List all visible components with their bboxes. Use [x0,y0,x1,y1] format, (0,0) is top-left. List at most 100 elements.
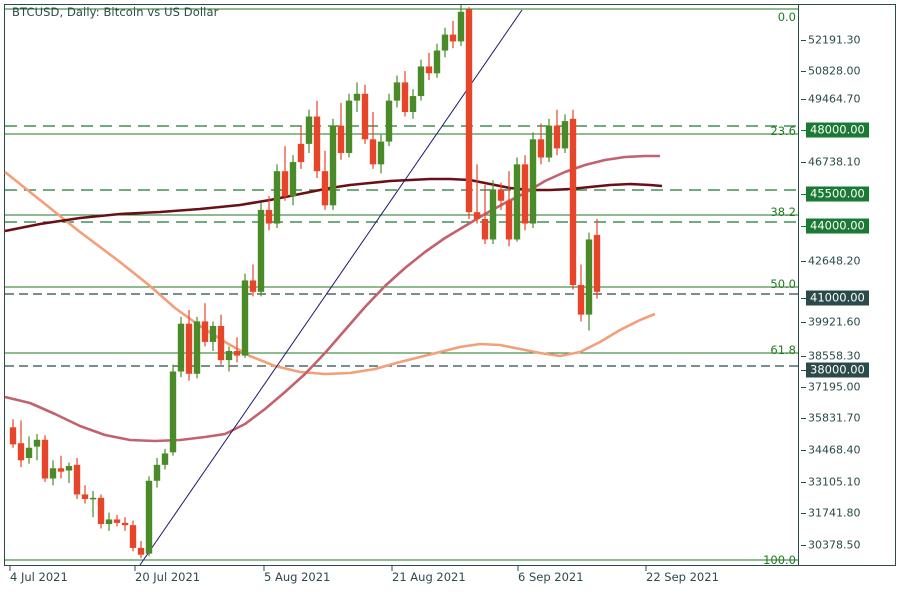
date-tick-label: 22 Sep 2021 [646,570,719,584]
candle-body [401,82,409,112]
candle-body [385,100,393,142]
price-tick-label: 30378.50 [808,538,861,552]
fib-level-label-38-2: 38.2 [770,205,796,219]
candle-body [441,34,449,51]
price-level-badge[interactable]: 44000.00 [806,218,869,234]
axis-tick-dash [801,356,806,357]
candle-body [265,209,273,224]
price-level-badge[interactable]: 41000.00 [806,290,869,306]
candle-body [121,522,129,526]
candle-body [369,139,377,165]
candle-body [193,321,201,374]
candle-body [129,525,137,548]
candle-body [353,93,361,101]
candle-body [433,50,441,74]
candle-body [217,325,225,361]
axis-level-dash [801,194,806,195]
candle-body [201,321,209,342]
axis-tick-dash [801,450,806,451]
candle-body [33,439,41,447]
axis-tick-dash [801,387,806,388]
candle-body [465,9,473,213]
moving-average-mid-line [4,154,660,443]
candle-body [457,11,465,42]
candle-body [313,116,321,172]
candle-body [481,218,489,240]
date-tick-label: 4 Jul 2021 [10,570,68,584]
candle-body [425,66,433,74]
candle-body [41,439,49,479]
trendline[interactable] [139,9,523,566]
candle-body [161,453,169,465]
price-tick-label: 46738.10 [808,155,861,169]
candle-body [297,143,305,163]
date-tick-label: 5 Aug 2021 [264,570,331,584]
candle-body [81,494,89,499]
candle-body [249,280,257,292]
candle-body [9,427,17,445]
price-tick-label: 42648.20 [808,254,861,268]
candle-body [593,234,601,292]
candle-body [449,34,457,42]
candle-body [145,480,153,554]
candle-body [337,125,345,153]
chart-title: BTCUSD, Daily: Bitcoin vs US Dollar [12,5,219,19]
candle-body [153,464,161,481]
candle-body [113,519,121,523]
axis-tick-dash [801,40,806,41]
price-tick-label: 31741.80 [808,506,861,520]
fib-level-label-23-6: 23.6 [770,124,796,138]
candle-body [281,171,289,197]
price-tick-label: 49464.70 [808,92,861,106]
price-tick-label: 34468.40 [808,443,861,457]
chart-plot-area[interactable] [4,4,799,566]
candle-body [569,118,577,285]
candle-body [257,209,265,292]
candle-body [185,323,193,374]
candle-body [561,121,569,149]
candle-body [513,164,521,240]
price-level-badge[interactable]: 38000.00 [806,362,869,378]
candle-body [17,443,25,461]
candle-body [225,351,233,361]
candle-body [521,164,529,224]
axis-level-dash [801,130,806,131]
price-level-badge[interactable]: 45500.00 [806,186,869,202]
moving-average-fast-line [4,170,656,376]
price-tick-label: 35831.70 [808,411,861,425]
candle-body [393,82,401,101]
fib-level-label-61-8: 61.8 [770,343,796,357]
price-tick-label: 33105.10 [808,475,861,489]
axis-level-dash [801,370,806,371]
axis-tick-dash [801,418,806,419]
price-axis-panel[interactable] [799,4,896,566]
candle-body [89,497,97,500]
candle-body [289,162,297,197]
axis-level-dash [801,298,806,299]
candle-body [241,280,249,356]
axis-tick-dash [801,322,806,323]
candle-body [473,212,481,219]
candle-body [209,325,217,342]
candle-body [345,100,353,153]
candlestick-series [9,5,601,559]
axis-tick-dash [801,162,806,163]
candle-body [553,125,561,149]
price-level-badge[interactable]: 48000.00 [806,122,869,138]
candle-body [545,125,553,158]
fib-level-label-0-0: 0.0 [777,10,796,24]
candle-body [361,93,369,140]
candle-body [169,371,177,453]
axis-tick-dash [801,545,806,546]
candle-body [49,468,57,479]
price-tick-label: 37195.00 [808,380,861,394]
candle-body [65,465,73,471]
candle-body [305,116,313,144]
candle-body [505,200,513,240]
candle-body [25,447,33,459]
axis-level-dash [801,226,806,227]
price-tick-label: 50828.00 [808,64,861,78]
axis-tick-dash [801,482,806,483]
